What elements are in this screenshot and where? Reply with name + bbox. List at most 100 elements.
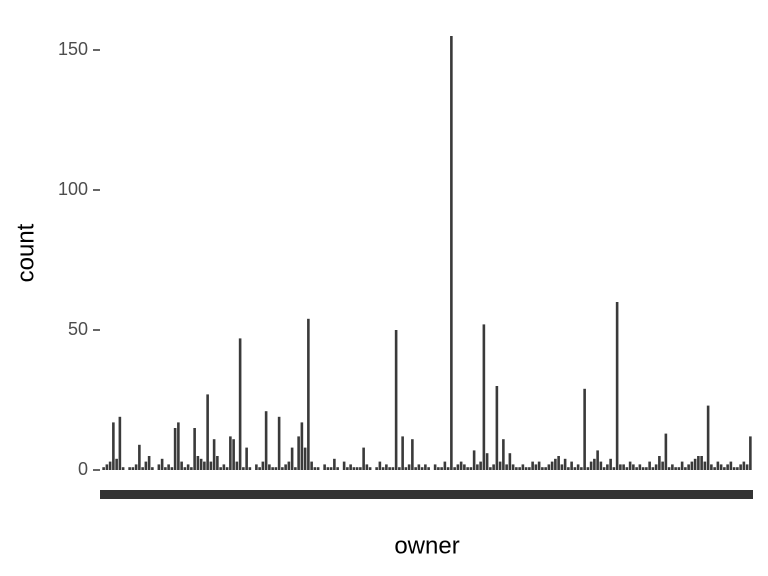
bar xyxy=(586,467,590,470)
bar xyxy=(684,467,687,470)
y-tick-label: 100 xyxy=(58,179,88,199)
bar xyxy=(459,461,463,470)
bar xyxy=(485,453,489,470)
bar xyxy=(456,464,460,470)
bar xyxy=(537,461,541,470)
bar xyxy=(235,461,239,470)
bar xyxy=(290,447,294,470)
bar xyxy=(264,411,268,470)
bar xyxy=(147,456,151,470)
bar xyxy=(326,467,330,470)
bar xyxy=(190,467,193,470)
bar xyxy=(287,461,291,470)
bar xyxy=(498,461,502,470)
bar xyxy=(206,394,209,470)
bar xyxy=(463,464,466,470)
bar xyxy=(225,467,229,470)
bar xyxy=(303,447,307,470)
bar xyxy=(612,467,616,470)
bar xyxy=(222,464,226,470)
bar xyxy=(677,467,681,470)
bar xyxy=(144,461,148,470)
bar xyxy=(378,461,382,470)
bar xyxy=(664,433,668,470)
bar xyxy=(619,464,622,470)
bar xyxy=(401,436,404,470)
bar xyxy=(177,422,180,470)
bar xyxy=(164,467,167,470)
bar xyxy=(138,444,141,470)
bar xyxy=(284,464,287,470)
bar xyxy=(693,458,697,470)
bar xyxy=(609,458,612,470)
bar xyxy=(180,461,183,470)
bar xyxy=(641,467,645,470)
bar xyxy=(261,461,265,470)
bar xyxy=(141,467,144,470)
bar xyxy=(157,464,161,470)
bar xyxy=(615,302,619,470)
bar xyxy=(723,467,726,470)
bar xyxy=(336,467,339,470)
bar xyxy=(599,461,603,470)
bar xyxy=(368,467,372,470)
bar xyxy=(687,464,690,470)
bar xyxy=(573,467,577,470)
bar xyxy=(414,467,417,470)
bar xyxy=(417,464,421,470)
bar xyxy=(411,439,414,470)
bar xyxy=(732,467,736,470)
bar xyxy=(583,388,586,470)
bar xyxy=(622,464,625,470)
bar xyxy=(121,467,125,470)
bar xyxy=(625,467,629,470)
bar xyxy=(310,461,313,470)
bar xyxy=(274,467,278,470)
bar xyxy=(632,464,635,470)
bar xyxy=(203,461,206,470)
bar xyxy=(739,464,742,470)
bar xyxy=(167,464,170,470)
bar xyxy=(300,422,304,470)
bar xyxy=(570,461,573,470)
bar xyxy=(560,464,564,470)
bar xyxy=(544,467,547,470)
bar xyxy=(518,467,521,470)
bar xyxy=(398,467,401,470)
bar xyxy=(635,467,638,470)
bar xyxy=(238,338,242,470)
bar xyxy=(745,464,749,470)
bar xyxy=(134,464,138,470)
bar xyxy=(563,458,567,470)
bar xyxy=(700,456,703,470)
bar xyxy=(151,467,154,470)
bar xyxy=(671,464,674,470)
y-axis-title: count xyxy=(12,223,39,282)
bar xyxy=(547,464,551,470)
bar xyxy=(268,464,271,470)
bar xyxy=(534,464,538,470)
bar xyxy=(557,456,560,470)
bar xyxy=(703,461,707,470)
bar xyxy=(446,467,450,470)
bar xyxy=(492,464,495,470)
bar xyxy=(469,467,473,470)
bar xyxy=(713,467,716,470)
bar xyxy=(427,467,430,470)
bar xyxy=(131,467,135,470)
bar xyxy=(212,439,216,470)
bar xyxy=(515,467,518,470)
bar xyxy=(297,436,300,470)
bar xyxy=(170,467,174,470)
bar xyxy=(505,464,508,470)
bar xyxy=(667,467,671,470)
bar xyxy=(495,386,499,470)
bar xyxy=(437,467,440,470)
bar xyxy=(333,458,336,470)
bar xyxy=(323,464,326,470)
bar xyxy=(258,467,261,470)
bar xyxy=(115,458,118,470)
bar xyxy=(186,464,190,470)
bar xyxy=(365,464,369,470)
bar xyxy=(479,461,482,470)
